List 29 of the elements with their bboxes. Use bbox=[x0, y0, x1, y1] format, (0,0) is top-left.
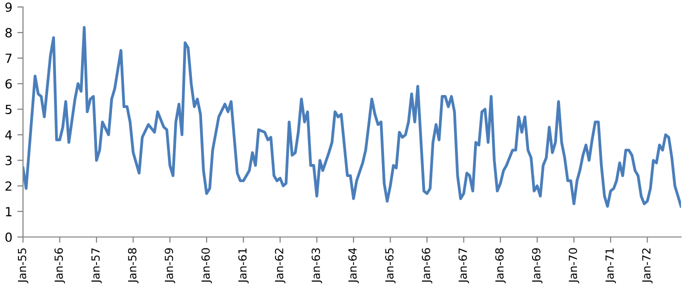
x-tick-label: Jan-68 bbox=[495, 248, 506, 284]
y-tick-label: 7 bbox=[6, 54, 12, 63]
x-tick-label: Jan-66 bbox=[422, 248, 432, 284]
x-tick-label: Jan-67 bbox=[458, 248, 469, 284]
x-tick-label: Jan-55 bbox=[18, 248, 28, 284]
x-tick-label: Jan-62 bbox=[274, 248, 286, 284]
x-tick-label: Jan-58 bbox=[128, 248, 138, 284]
y-tick-label: 3 bbox=[6, 156, 12, 166]
x-tick-label: Jan-64 bbox=[348, 248, 359, 284]
x-tick-label: Jan-72 bbox=[642, 248, 653, 284]
x-tick-label: Jan-69 bbox=[532, 248, 543, 284]
y-tick-label: 5 bbox=[6, 104, 12, 114]
x-tick-label: Jan-59 bbox=[164, 248, 176, 284]
x-tick-label: Jan-70 bbox=[568, 248, 580, 284]
y-tick-label: 6 bbox=[6, 79, 12, 89]
x-tick-label: Jan-71 bbox=[606, 248, 616, 284]
y-tick-label: 1 bbox=[6, 207, 12, 216]
y-tick-label: 4 bbox=[5, 130, 12, 140]
x-tick-label: Jan-65 bbox=[385, 248, 396, 284]
line-series bbox=[23, 26, 681, 208]
x-tick-label: Jan-60 bbox=[201, 248, 212, 284]
y-tick-label: 9 bbox=[5, 2, 12, 12]
x-tick-label: Jan-57 bbox=[91, 248, 102, 284]
x-tick-label: Jan-61 bbox=[238, 248, 249, 284]
y-tick-label: 0 bbox=[5, 232, 12, 242]
y-tick-label: 8 bbox=[5, 28, 12, 38]
x-tick-label: Jan-56 bbox=[54, 248, 65, 284]
x-tick-label: Jan-63 bbox=[312, 248, 322, 284]
y-tick-label: 2 bbox=[6, 181, 12, 191]
